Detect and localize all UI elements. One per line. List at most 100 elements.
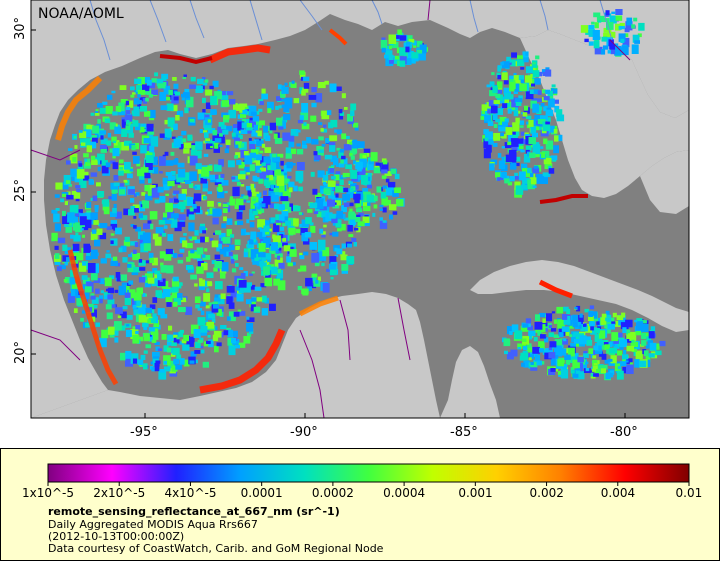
reflectance-pixel [531,89,540,95]
reflectance-pixel [138,259,143,263]
reflectance-pixel [53,213,60,223]
reflectance-pixel [344,107,348,110]
reflectance-pixel [349,144,358,154]
reflectance-pixel [226,218,233,225]
reflectance-pixel [622,354,629,360]
reflectance-pixel [139,267,146,271]
reflectance-pixel [367,202,371,207]
reflectance-pixel [232,186,240,197]
reflectance-pixel [137,205,146,212]
reflectance-pixel [87,158,91,163]
reflectance-pixel [197,168,202,174]
reflectance-pixel [269,203,277,208]
reflectance-pixel [324,183,330,189]
reflectance-pixel [520,131,525,136]
reflectance-pixel [534,322,543,330]
reflectance-pixel [186,256,191,262]
reflectance-pixel [151,188,160,198]
reflectance-pixel [177,162,185,168]
reflectance-pixel [176,110,184,117]
reflectance-pixel [172,347,180,355]
colorbar-tick-label: 0.01 [675,486,703,500]
reflectance-pixel [194,350,201,354]
reflectance-pixel [272,153,277,158]
reflectance-pixel [90,249,98,259]
reflectance-pixel [104,118,111,124]
reflectance-pixel [110,233,115,236]
reflectance-pixel [540,334,546,339]
reflectance-pixel [176,336,180,340]
longitude-label-85: -85° [450,425,478,440]
reflectance-pixel [99,144,107,150]
reflectance-pixel [275,105,279,110]
reflectance-pixel [311,253,320,263]
reflectance-pixel [219,248,226,255]
reflectance-pixel [510,59,518,67]
reflectance-pixel [240,273,246,279]
reflectance-pixel [173,358,180,364]
reflectance-pixel [303,122,307,126]
reflectance-pixel [506,56,511,63]
reflectance-pixel [343,187,349,193]
reflectance-pixel [173,190,180,195]
reflectance-pixel [193,186,197,189]
reflectance-pixel [173,159,179,165]
reflectance-pixel [550,368,556,372]
reflectance-pixel [157,83,166,89]
reflectance-pixel [508,94,514,100]
reflectance-pixel [97,153,105,161]
reflectance-pixel [179,358,185,365]
reflectance-pixel [107,287,114,294]
reflectance-pixel [226,285,235,293]
reflectance-pixel [173,124,178,130]
reflectance-pixel [155,227,164,234]
reflectance-pixel [193,206,200,213]
reflectance-pixel [183,334,189,342]
reflectance-pixel [126,120,130,124]
reflectance-pixel [142,322,149,328]
reflectance-pixel [622,327,627,333]
reflectance-pixel [217,268,221,272]
reflectance-pixel [288,181,295,188]
reflectance-pixel [201,85,205,90]
reflectance-pixel [135,330,139,335]
reflectance-pixel [172,204,179,209]
reflectance-pixel [300,228,308,236]
reflectance-pixel [77,165,84,173]
reflectance-pixel [196,247,204,255]
reflectance-pixel [323,224,327,228]
reflectance-pixel [101,165,109,174]
reflectance-pixel [388,45,392,50]
reflectance-pixel [381,162,389,172]
reflectance-pixel [544,352,552,360]
reflectance-pixel [79,178,87,188]
reflectance-pixel [605,310,610,317]
reflectance-pixel [279,214,285,221]
reflectance-pixel [227,202,232,206]
colorbar-tick-label: 0.001 [458,486,493,500]
reflectance-pixel [142,123,146,127]
reflectance-pixel [526,353,531,359]
reflectance-pixel [342,172,350,178]
reflectance-pixel [550,328,557,332]
reflectance-pixel [145,194,153,201]
reflectance-pixel [483,138,491,149]
reflectance-pixel [601,353,607,360]
coastal-high-reflectance [55,28,588,394]
reflectance-pixel [135,226,141,232]
reflectance-pixel [167,337,174,346]
reflectance-pixel [165,248,173,255]
reflectance-pixel [594,22,599,29]
reflectance-pixel [152,268,158,273]
reflectance-pixel [218,203,222,207]
reflectance-pixel [379,217,383,221]
reflectance-pixel [83,175,90,181]
reflectance-pixel [176,174,184,183]
reflectance-pixel [392,55,400,64]
reflectance-pixel [628,333,632,337]
reflectance-pixel [348,180,353,184]
reflectance-pixel [164,96,171,101]
reflectance-pixel [323,124,327,128]
reflectance-pixel [159,251,166,259]
reflectance-pixel [620,361,627,367]
